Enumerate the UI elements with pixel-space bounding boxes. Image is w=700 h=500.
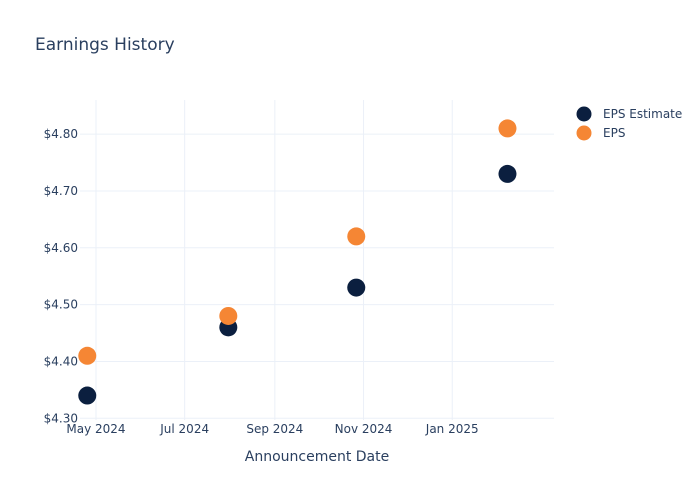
y-tick-label: $4.30 (44, 411, 78, 425)
x-axis-ticks: May 2024 Jul 2024 Sep 2024 Nov 2024 Jan 2025 (66, 422, 478, 436)
eps-estimate-point (347, 278, 366, 297)
y-tick-label: $4.40 (44, 354, 78, 368)
eps-point (78, 346, 97, 365)
legend: EPS Estimate EPS (576, 106, 682, 141)
legend-label-eps: EPS (603, 126, 625, 140)
eps-point (498, 119, 517, 138)
eps-estimate-point (498, 164, 517, 183)
eps-point (347, 227, 366, 246)
eps-point (219, 306, 238, 325)
legend-label-eps-estimate: EPS Estimate (603, 107, 682, 121)
x-tick-label: Nov 2024 (335, 422, 393, 436)
x-tick-label: May 2024 (66, 422, 125, 436)
legend-marker-eps (576, 125, 592, 141)
x-tick-label: Jan 2025 (425, 422, 479, 436)
y-tick-label: $4.60 (44, 241, 78, 255)
eps-estimate-point (78, 386, 97, 405)
data-points (78, 119, 517, 405)
x-tick-label: Jul 2024 (159, 422, 209, 436)
y-tick-label: $4.80 (44, 127, 78, 141)
x-axis-title: Announcement Date (245, 449, 389, 465)
legend-marker-eps-estimate (576, 106, 592, 122)
x-tick-label: Sep 2024 (246, 422, 303, 436)
chart-title: Earnings History (35, 35, 175, 55)
y-axis-ticks: $4.30 $4.40 $4.50 $4.60 $4.70 $4.80 (44, 127, 78, 425)
y-tick-label: $4.70 (44, 184, 78, 198)
y-tick-label: $4.50 (44, 298, 78, 312)
grid-lines (80, 100, 554, 420)
